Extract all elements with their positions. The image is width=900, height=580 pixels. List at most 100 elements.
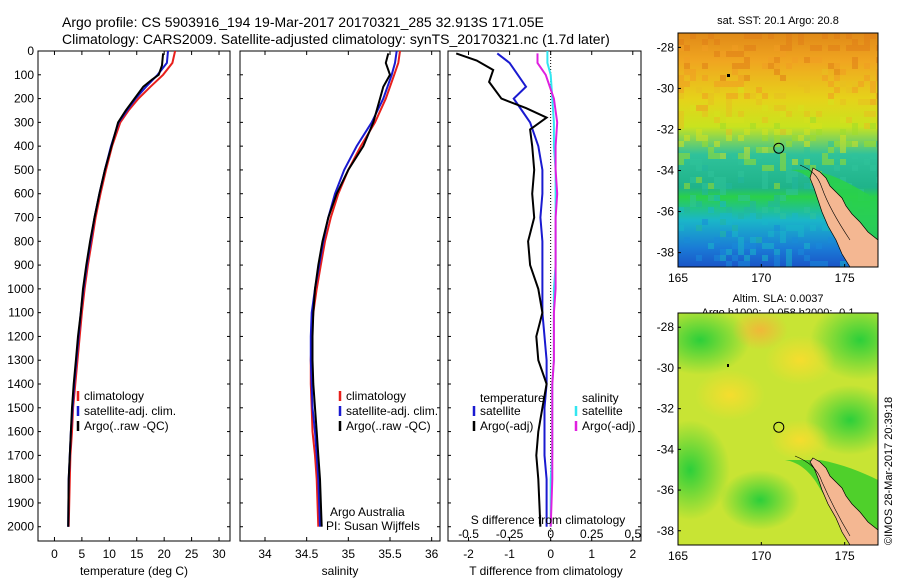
sst-pixel	[774, 201, 780, 207]
sst-pixel	[732, 93, 738, 99]
sst-pixel	[774, 129, 780, 135]
sst-pixel	[750, 45, 756, 51]
sst-pixel	[768, 165, 774, 171]
sla-map-frame	[677, 312, 879, 546]
sst-pixel	[792, 183, 798, 189]
depth-tick-label: 1000	[7, 282, 34, 296]
sst-pixel	[750, 237, 756, 243]
sst-pixel	[804, 147, 810, 153]
sst-pixel	[876, 69, 878, 75]
sst-pixel	[804, 153, 810, 159]
float-location-marker	[773, 142, 785, 154]
sst-pixel	[792, 213, 798, 219]
sst-pixel	[726, 249, 732, 255]
sst-pixel	[804, 207, 810, 213]
sst-pixel	[696, 225, 702, 231]
sst-pixel	[780, 51, 786, 57]
sst-pixel	[870, 123, 876, 129]
sst-pixel	[690, 159, 696, 165]
sst-pixel	[726, 135, 732, 141]
sst-pixel	[780, 75, 786, 81]
sst-pixel	[708, 99, 714, 105]
argo-australia-label: Argo Australia	[330, 505, 405, 519]
sst-pixel	[876, 141, 878, 147]
sst-pixel	[804, 183, 810, 189]
sst-pixel	[822, 153, 828, 159]
legend-label: Argo(-adj)	[480, 419, 533, 433]
sst-pixel	[786, 171, 792, 177]
sst-pixel	[678, 81, 684, 87]
sst-pixel	[702, 111, 708, 117]
depth-tick-label: 0	[27, 44, 34, 58]
sst-pixel	[828, 81, 834, 87]
sst-pixel	[750, 249, 756, 255]
sst-pixel	[738, 243, 744, 249]
sla-contour	[794, 455, 851, 537]
sla-high-patch	[695, 370, 765, 420]
sst-pixel	[876, 177, 878, 183]
sst-pixel	[750, 201, 756, 207]
sst-pixel	[720, 81, 726, 87]
sst-pixel	[828, 93, 834, 99]
sst-pixel	[696, 159, 702, 165]
temperature-x-axis: 0 5 10 15 20 25 30	[51, 51, 226, 561]
sst-pixel	[870, 141, 876, 147]
sst-pixel	[780, 159, 786, 165]
sst-pixel	[702, 93, 708, 99]
sst-pixel	[840, 69, 846, 75]
depth-tick-label: 1300	[7, 353, 34, 367]
sst-pixel	[678, 87, 684, 93]
sst-pixel	[840, 177, 846, 183]
legend-label: Argo(-adj)	[582, 419, 635, 433]
sst-pixel	[708, 243, 714, 249]
sst-pixel	[834, 141, 840, 147]
sst-pixel	[870, 153, 876, 159]
sst-pixel	[762, 207, 768, 213]
sst-pixel	[690, 201, 696, 207]
sst-pixel	[786, 177, 792, 183]
sst-pixel	[864, 75, 870, 81]
sst-pixel	[858, 81, 864, 87]
sst-pixel	[840, 99, 846, 105]
sst-pixel	[696, 135, 702, 141]
sst-pixel	[762, 237, 768, 243]
sst-pixel	[726, 231, 732, 237]
sst-pixel	[804, 81, 810, 87]
sst-pixel	[756, 99, 762, 105]
sst-pixel	[708, 147, 714, 153]
sst-pixel	[678, 141, 684, 147]
sst-pixel	[798, 39, 804, 45]
sst-pixel	[804, 255, 810, 261]
sst-pixel	[738, 81, 744, 87]
sst-pixel	[798, 81, 804, 87]
sst-pixel	[864, 39, 870, 45]
sst-pixel	[858, 99, 864, 105]
sst-pixel	[750, 93, 756, 99]
sst-pixel	[786, 45, 792, 51]
t-diff-tick-label: 1	[588, 547, 595, 561]
temperature-series	[67, 51, 177, 527]
sst-pixel	[792, 159, 798, 165]
sst-pixel	[678, 225, 684, 231]
sst-pixel	[798, 135, 804, 141]
sst-pixel	[864, 141, 870, 147]
sst-pixel	[744, 255, 750, 261]
sst-pixel	[696, 129, 702, 135]
sst-pixel	[726, 213, 732, 219]
sst-pixel	[834, 33, 840, 39]
sst-pixel	[822, 261, 828, 267]
x-tick-label: 0	[51, 547, 58, 561]
sst-pixel	[720, 153, 726, 159]
difference-line-argo	[455, 52, 549, 527]
sst-pixel	[684, 135, 690, 141]
sst-pixel	[774, 207, 780, 213]
sst-pixel	[792, 189, 798, 195]
s-difference-label: S difference from climatology	[471, 513, 626, 527]
sst-pixel	[726, 111, 732, 117]
sst-pixel	[870, 33, 876, 39]
pi-label: PI: Susan Wijffels	[326, 519, 420, 533]
sst-pixel	[774, 45, 780, 51]
sst-pixel	[720, 189, 726, 195]
sla-missing-pixel	[727, 364, 729, 367]
